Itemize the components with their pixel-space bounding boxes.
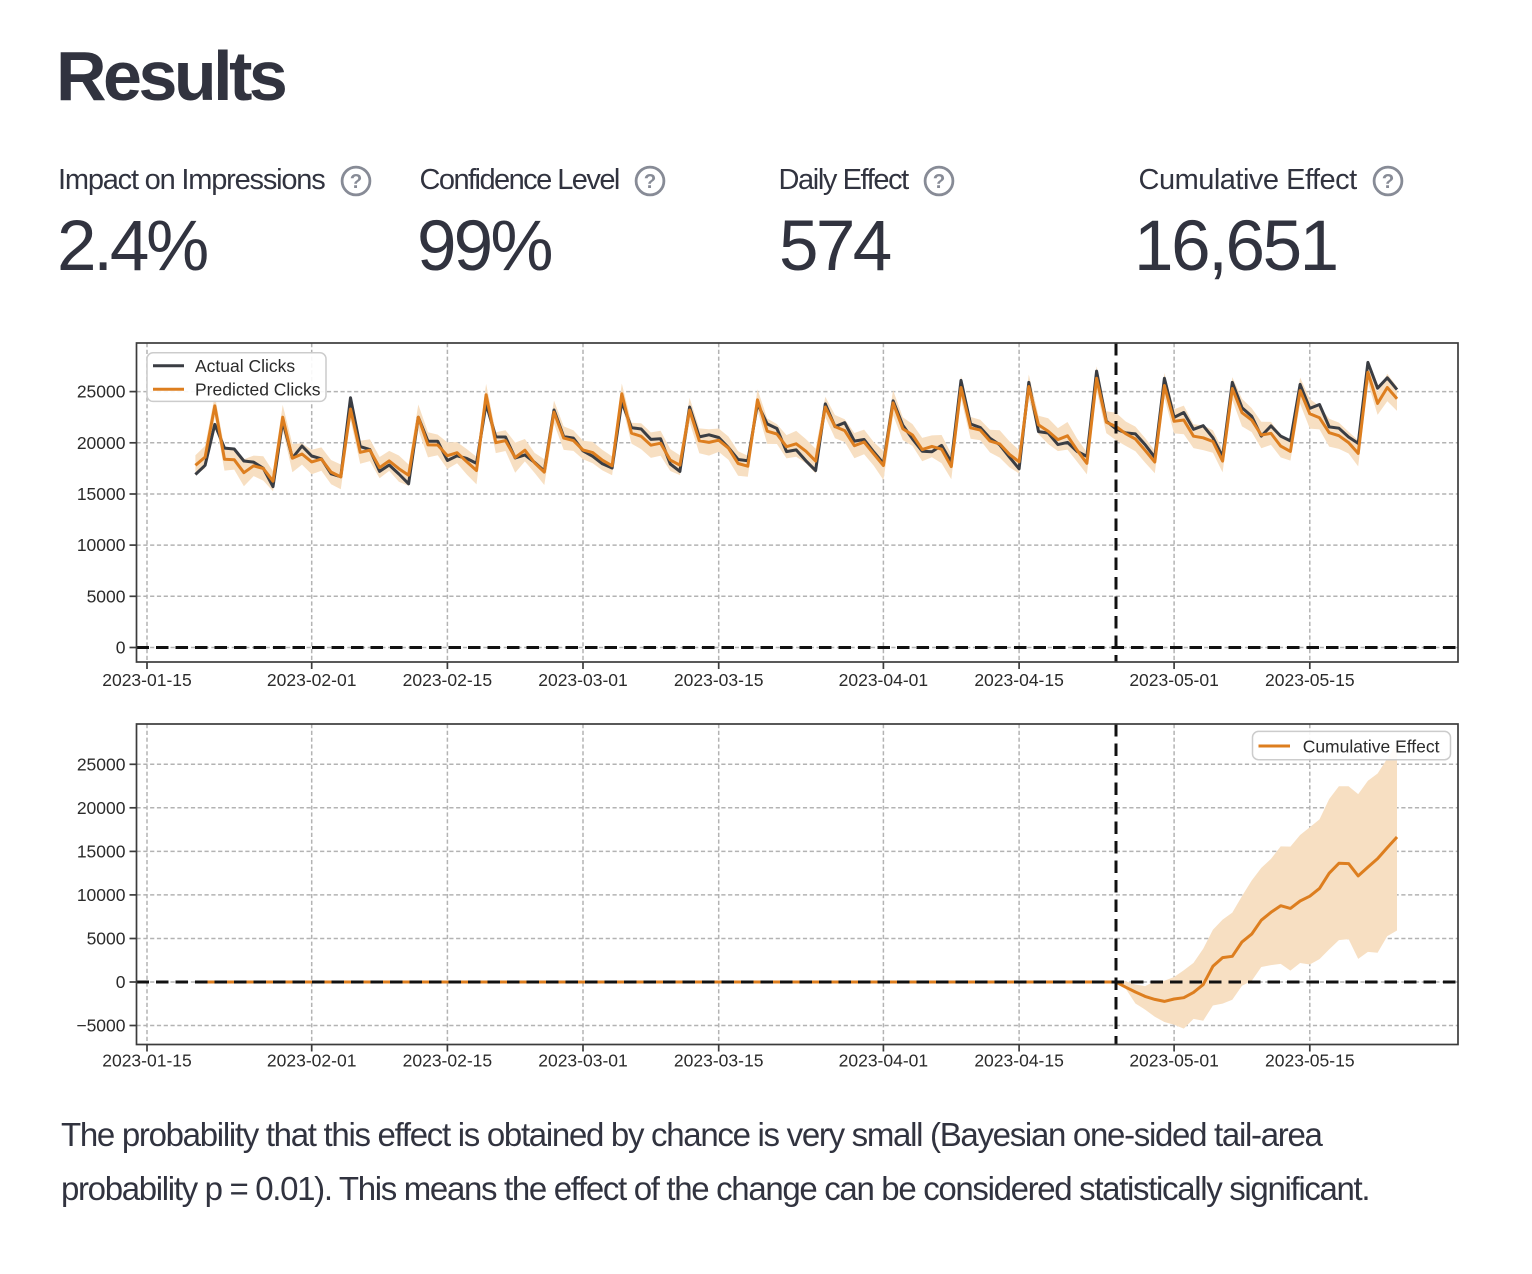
svg-text:2023-04-01: 2023-04-01: [839, 1051, 929, 1071]
svg-text:20000: 20000: [77, 433, 126, 453]
svg-text:2023-05-15: 2023-05-15: [1265, 1051, 1355, 1071]
svg-text:2023-03-15: 2023-03-15: [674, 1051, 764, 1071]
svg-text:2023-05-01: 2023-05-01: [1129, 1051, 1219, 1071]
svg-text:0: 0: [116, 972, 126, 992]
svg-text:2023-03-15: 2023-03-15: [674, 670, 764, 690]
svg-text:2023-02-15: 2023-02-15: [403, 670, 493, 690]
svg-text:2023-02-01: 2023-02-01: [267, 670, 357, 690]
svg-text:25000: 25000: [77, 382, 126, 402]
svg-text:10000: 10000: [77, 885, 126, 905]
svg-text:2023-01-15: 2023-01-15: [102, 670, 192, 690]
svg-text:15000: 15000: [77, 841, 126, 861]
svg-text:Actual Clicks: Actual Clicks: [195, 356, 295, 376]
svg-text:Predicted Clicks: Predicted Clicks: [195, 380, 321, 400]
svg-text:−5000: −5000: [76, 1016, 125, 1036]
svg-text:20000: 20000: [77, 798, 126, 818]
svg-text:2023-04-15: 2023-04-15: [974, 670, 1064, 690]
svg-text:2023-01-15: 2023-01-15: [102, 1051, 192, 1071]
svg-text:2023-05-01: 2023-05-01: [1129, 670, 1219, 690]
svg-text:2023-03-01: 2023-03-01: [538, 1051, 628, 1071]
svg-text:2023-02-01: 2023-02-01: [267, 1051, 357, 1071]
svg-text:5000: 5000: [87, 929, 126, 949]
svg-text:Cumulative Effect: Cumulative Effect: [1303, 736, 1440, 756]
svg-text:2023-03-01: 2023-03-01: [538, 670, 628, 690]
svg-text:2023-04-15: 2023-04-15: [974, 1051, 1064, 1071]
svg-text:?: ?: [349, 170, 362, 193]
svg-text:0: 0: [116, 638, 126, 658]
svg-text:?: ?: [1381, 170, 1394, 193]
svg-text:?: ?: [644, 170, 657, 193]
svg-text:5000: 5000: [87, 586, 126, 606]
svg-text:15000: 15000: [77, 484, 126, 504]
svg-text:2023-02-15: 2023-02-15: [403, 1051, 493, 1071]
svg-text:?: ?: [933, 170, 946, 193]
svg-text:2023-04-01: 2023-04-01: [839, 670, 929, 690]
svg-text:10000: 10000: [77, 535, 126, 555]
svg-text:25000: 25000: [77, 754, 126, 774]
svg-text:2023-05-15: 2023-05-15: [1265, 670, 1355, 690]
